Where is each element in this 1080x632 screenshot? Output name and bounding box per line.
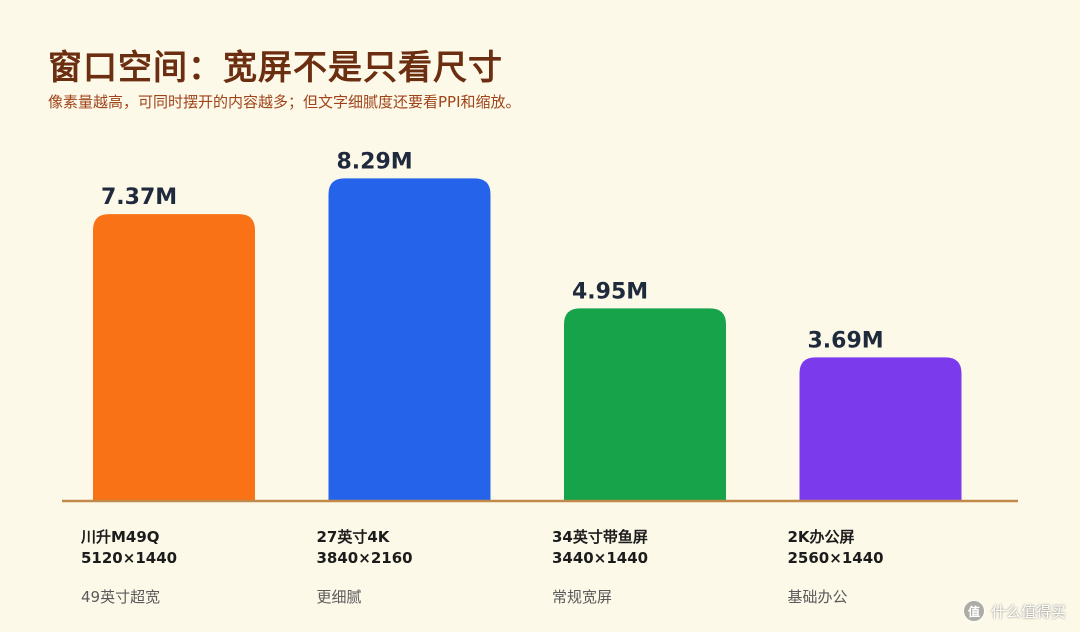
category-note-label: 更细腻 [317, 588, 362, 606]
category-resolution-label: 5120×1440 [81, 549, 177, 567]
category-resolution-label: 3440×1440 [552, 549, 648, 567]
category-name-label: 27英寸4K [317, 528, 391, 546]
category-resolution-label: 2560×1440 [788, 549, 884, 567]
watermark-text: 什么值得买 [990, 602, 1066, 621]
chart-subtitle: 像素量越高，可同时摆开的内容越多；但文字细腻度还要看PPI和缩放。 [48, 93, 521, 111]
chart-title: 窗口空间：宽屏不是只看尺寸 [48, 48, 503, 88]
bar [799, 357, 962, 501]
bar-value-label: 4.95M [572, 279, 648, 304]
category-note-label: 基础办公 [788, 588, 848, 606]
category-note-label: 常规宽屏 [552, 588, 612, 606]
category-name-label: 2K办公屏 [788, 528, 855, 546]
watermark: 值 什么值得买 [962, 600, 1066, 622]
zhi-logo-icon: 值 [962, 600, 985, 622]
category-name-label: 34英寸带鱼屏 [552, 528, 648, 546]
category-note-label: 49英寸超宽 [81, 588, 160, 606]
category-name-label: 川升M49Q [80, 528, 160, 546]
category-resolution-label: 3840×2160 [317, 549, 413, 567]
bar [328, 178, 491, 502]
bar-value-label: 8.29M [337, 149, 413, 174]
bar-value-label: 7.37M [101, 185, 177, 210]
bar [564, 308, 726, 501]
bar [93, 214, 255, 501]
bar-value-label: 3.69M [808, 328, 884, 353]
